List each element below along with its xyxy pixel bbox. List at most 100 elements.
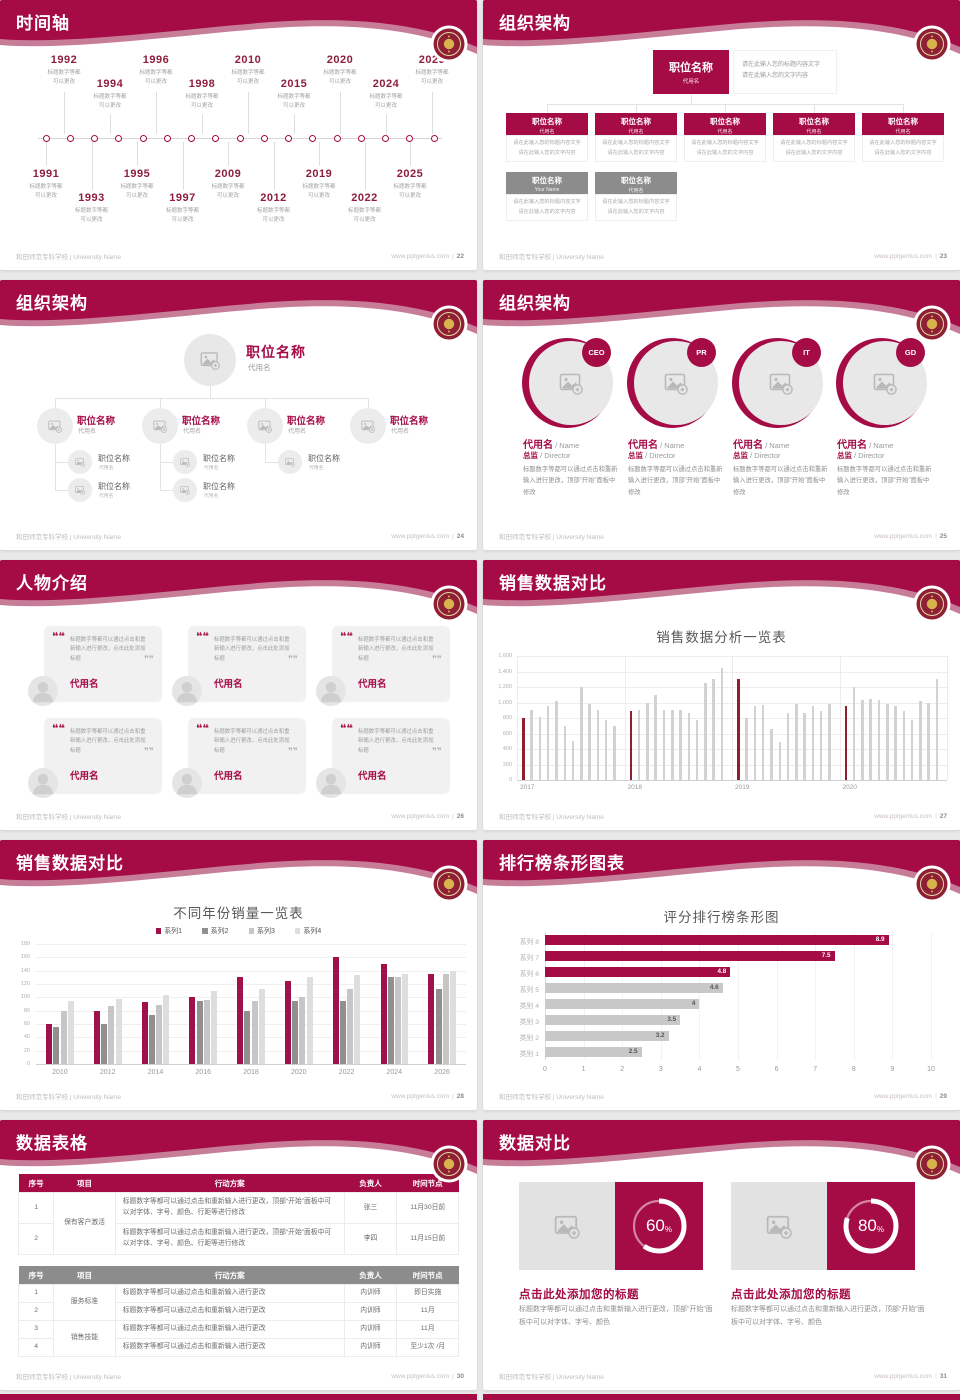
x-tick-label: 0 (543, 1066, 547, 1073)
timeline-entry: 1993 标题数字等都 可以更改 (60, 192, 124, 225)
member-name: 代用名 (628, 440, 658, 451)
slide-chart-monthly[interactable]: 销售数据分析一览表 0 200 400 600 800 1,000 1,200 1,400 1,6… (483, 560, 960, 830)
slide-compare[interactable]: 60% 点击此处添加您的标题 标题数字等都可以通过点击和重新输入进行更改，顶部“开始… (483, 1120, 960, 1390)
bar (852, 687, 856, 780)
table-row: 3 销售技能 标题数字等都可以通过点击和重新输入进行更改 内训师 11月 (17, 1320, 459, 1357)
timeline-desc-line: 标题数字等都 (211, 184, 245, 190)
org-note-line: 请在此输入您的文字内容 (518, 208, 576, 215)
member-desc: 标题数字等都可以通过点击和重新输入进行更改，顶部“开始”面板中修改 (837, 466, 932, 496)
timeline-connector (202, 114, 203, 134)
bar (695, 719, 699, 780)
footer-site: www.pptgenius.com | 27 (874, 812, 947, 820)
bar (869, 699, 872, 780)
table-cell: 11月 (396, 1302, 459, 1321)
footer-school: 和田师范专科学校 | University Name (499, 254, 604, 261)
timeline-desc-line: 可以更改 (52, 78, 75, 85)
bar (538, 717, 542, 780)
table-cell: 1 (17, 1284, 55, 1303)
bar (761, 704, 765, 780)
avatar (172, 676, 202, 706)
org-unit: 职位名称 代用名 请在此输入您的标题内容文字 请在此输入您的文字内容 (595, 172, 677, 221)
timeline-connector (294, 114, 295, 134)
footer-site: www.pptgenius.com | 30 (391, 1372, 464, 1380)
org-branch-sub: 代用名 (391, 429, 410, 435)
next-row-slide-edge (483, 1394, 960, 1400)
bar (546, 706, 550, 780)
quote-open-icon: ❝❝ (52, 631, 65, 643)
org-unit-sub: Your Name (534, 187, 560, 193)
person-name: 代用名 (214, 771, 243, 782)
bar (347, 989, 354, 1064)
slide-chart-yearly[interactable]: 不同年份销量一览表 系列1 系列2 系列3 系列4 0 20 40 60 80 100 120 140 1… (0, 840, 477, 1110)
timeline-connector (156, 92, 157, 134)
image-placeholder-icon (48, 420, 62, 433)
page-number: 30 (456, 1372, 464, 1380)
slide-org-tree[interactable]: 职位名称 代用名 职位名称 代用名 职位名称 代用名 职位名称 代用名 职位名称 代用名 … (0, 280, 477, 550)
org-branch-title: 职位名称 (182, 416, 221, 427)
y-tick-label: 80 (23, 1007, 30, 1014)
timeline-year: 1992 (50, 54, 78, 66)
bar (844, 706, 847, 780)
bar (141, 1002, 148, 1064)
category-label: 系列 5 (519, 986, 539, 994)
footer-site: www.pptgenius.com | 24 (391, 532, 464, 540)
image-placeholder-icon (769, 373, 793, 395)
bar (67, 1000, 74, 1064)
timeline-desc-line: 标题数字等都 (47, 70, 81, 76)
x-tick-label: 5 (736, 1066, 740, 1073)
x-tick-label: 2014 (147, 1069, 164, 1076)
org-branch-sub: 代用名 (183, 429, 202, 435)
person-name: 代用名 (70, 771, 99, 782)
column-header: 负责人 (344, 1266, 397, 1285)
org-unit-sub: 代用名 (895, 129, 911, 135)
org-note-line: 请在此输入您的标题内容文字 (742, 62, 821, 68)
table-cell: 2 (17, 1302, 55, 1321)
y-tick-label: 0 (26, 1061, 30, 1067)
timeline-connector (182, 142, 184, 190)
slide-chart-ranking[interactable]: 评分排行榜条形图 0 1 2 3 4 5 6 7 8 9 10 系列 8 8.9 系列 7 7.5 系列 6 4.… (483, 840, 960, 1110)
person-avatar-icon (33, 774, 53, 795)
timeline-desc: 标题数字等都 可以更改 (308, 69, 372, 87)
slide-org-members[interactable]: CEO 代用名 / Name 总监 / Director 标题数字等都可以通过点击和重… (483, 280, 960, 550)
org-unit-sub: 代用名 (628, 188, 644, 194)
percent-number: 60 (645, 1216, 665, 1235)
member-role-line: 总监 / Director (837, 451, 885, 460)
org-child-sub: 代用名 (204, 494, 219, 499)
footer-site: www.pptgenius.com | 22 (391, 252, 464, 260)
member-badge: CEO (582, 338, 611, 367)
timeline-connector (248, 92, 249, 134)
members-body: CEO 代用名 / Name 总监 / Director 标题数字等都可以通过点击和重… (483, 280, 960, 550)
slide-people[interactable]: ❝❝ 标题数字等都可以通过点击和重新输入进行更改，点击此处添加标题 ❞❞ 代用名 ❝❝… (0, 560, 477, 830)
timeline-desc-line: 可以更改 (171, 216, 194, 223)
image-placeholder-icon (766, 1215, 792, 1239)
gridline (931, 932, 932, 1060)
y-tick-label: 100 (20, 994, 30, 1001)
member-name: 代用名 (523, 440, 553, 451)
timeline-node (285, 134, 292, 142)
table-cell: 标题数字等都可以通过点击和重新输入进行更改 (114, 1338, 345, 1357)
legend-item: 系列1 (155, 926, 182, 936)
member-badge: IT (792, 338, 821, 367)
slide-org-boxes[interactable]: 职位名称 代用名 请在此输入您的标题内容文字 请在此输入您的文字内容 职位名称 代用名 请在… (483, 0, 960, 270)
timeline-desc-line: 标题数字等都 (93, 94, 127, 100)
bar (435, 989, 442, 1064)
slide-tables[interactable]: 序号 项目 行动方案 负责人 时间节点 1 保有客户激活 标题数字等都可以通过点击和重新输入进… (0, 1120, 477, 1390)
org-tree-body: 职位名称 代用名 职位名称 代用名 职位名称 代用名 职位名称 代用名 职位名称 代用名 … (0, 280, 477, 550)
group-separator (839, 656, 841, 780)
percent-value: 60% (615, 1182, 703, 1270)
slide-timeline[interactable]: 1992 标题数字等都 可以更改 1994 标题数字等都 可以更改 1996 标题数字等都 可以… (0, 0, 477, 270)
page-number: 23 (939, 252, 947, 260)
timeline-connector (228, 142, 229, 166)
quote-text: 标题数字等都可以通过点击和重新输入进行更改，点击此处添加标题 (214, 637, 290, 662)
bar (646, 702, 649, 780)
org-note-line: 请在此输入您的文字内容 (607, 208, 665, 215)
y-tick-label: 600 (502, 730, 512, 737)
y-tick-label: 1,400 (498, 668, 512, 675)
x-tick-label: 4 (697, 1066, 702, 1073)
bar-value-label: 3.2 (655, 1032, 665, 1040)
bar (902, 711, 905, 780)
bar (654, 694, 657, 781)
org-child-title: 职位名称 (203, 454, 235, 463)
bar-value-label: 8.9 (875, 936, 885, 944)
compare-heading: 点击此处添加您的标题 (519, 1289, 639, 1301)
